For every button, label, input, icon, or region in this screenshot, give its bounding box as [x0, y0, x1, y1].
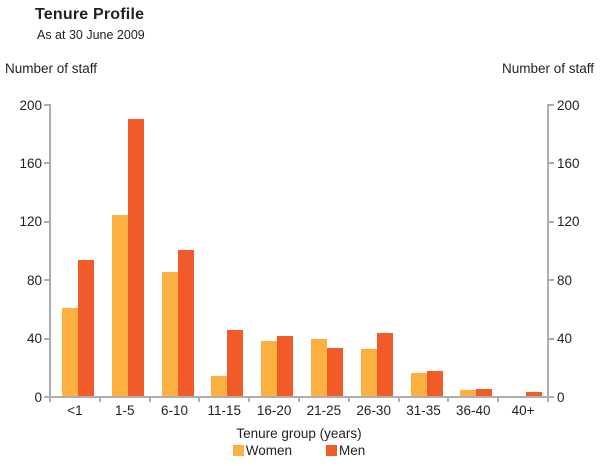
x-category-label: 36-40: [456, 403, 491, 418]
x-category-label: 6-10: [160, 403, 188, 418]
bar-women-1-5: [111, 214, 128, 396]
y-tick-label-right: 120: [557, 214, 580, 230]
y-tick-right: [549, 337, 554, 340]
bar-women-6-10: [161, 271, 178, 396]
y-tick-label-left: 200: [19, 97, 42, 113]
y-axis-line-left: [49, 104, 51, 398]
bar-men-11-15: [227, 330, 244, 396]
x-tick: [497, 398, 500, 402]
x-axis-line: [44, 396, 554, 398]
bar-women-11-15: [211, 375, 228, 396]
bar-women-36-40: [460, 390, 477, 396]
legend-swatch-men: [326, 445, 337, 456]
y-tick-left: [44, 104, 49, 106]
bar-men-<1: [78, 260, 94, 396]
x-tick: [248, 398, 251, 402]
y-tick-right: [549, 220, 554, 223]
x-tick: [298, 398, 300, 402]
legend-item-women: Women: [232, 443, 292, 458]
x-tick: [547, 398, 549, 402]
x-axis-title: Tenure group (years): [236, 426, 362, 441]
legend: Women Men: [50, 443, 548, 458]
y-axis-line-right: [547, 104, 549, 398]
bar-women-26-30: [360, 349, 377, 396]
x-tick: [198, 398, 201, 402]
y-tick-label-right: 40: [557, 331, 573, 347]
bar-men-16-20: [277, 336, 294, 396]
x-category-label: 26-30: [356, 403, 391, 418]
legend-label: Men: [339, 443, 366, 458]
x-tick: [148, 398, 151, 402]
legend-swatch-women: [232, 445, 244, 456]
y-tick-left: [44, 337, 49, 340]
y-tick-left: [44, 396, 49, 398]
y-tick-right: [549, 104, 554, 106]
y-tick-label-left: 80: [26, 272, 42, 288]
y-tick-label-right: 0: [557, 389, 565, 405]
x-tick: [397, 398, 400, 402]
x-category-label: 11-15: [207, 403, 242, 418]
chart-title: Tenure Profile: [35, 6, 145, 23]
y-axis-label-left: Number of staff: [5, 61, 98, 76]
bar-men-26-30: [376, 333, 393, 396]
y-tick-right: [549, 279, 554, 282]
y-tick-left: [44, 162, 49, 165]
bar-men-31-35: [426, 371, 443, 396]
bar-women-<1: [62, 308, 78, 396]
y-tick-label-right: 80: [557, 272, 573, 288]
bar-men-1-5: [127, 118, 144, 396]
bar-women-31-35: [410, 372, 427, 396]
bar-women-16-20: [261, 340, 278, 396]
bar-men-21-25: [327, 347, 343, 396]
y-tick-label-right: 160: [557, 155, 580, 171]
bar-men-6-10: [177, 250, 194, 396]
y-tick-label-left: 40: [26, 331, 42, 347]
y-tick-left: [44, 279, 49, 282]
x-category-label: 16-20: [256, 403, 292, 418]
x-tick: [347, 398, 350, 402]
y-tick-right: [549, 162, 554, 165]
x-category-label: 31-35: [406, 403, 441, 418]
bar-men-36-40: [476, 388, 493, 396]
x-tick: [49, 398, 51, 402]
legend-item-men: Men: [326, 443, 365, 458]
x-tick: [98, 398, 101, 402]
legend-label: Women: [245, 443, 292, 458]
y-tick-right: [549, 396, 554, 398]
x-category-label: 1-5: [114, 403, 135, 418]
y-tick-label-right: 200: [557, 97, 580, 113]
x-tick: [447, 398, 450, 402]
y-tick-left: [44, 220, 49, 223]
y-tick-label-left: 160: [19, 155, 42, 171]
chart-subtitle: As at 30 June 2009: [37, 28, 145, 42]
y-tick-label-left: 0: [34, 389, 42, 405]
y-tick-label-left: 120: [19, 214, 42, 230]
bar-men-40+: [526, 391, 543, 396]
y-axis-label-right: Number of staff: [501, 61, 594, 76]
bar-women-21-25: [311, 339, 327, 396]
x-category-label: <1: [67, 403, 83, 418]
x-category-label: 21-25: [306, 403, 342, 418]
x-category-label: 40+: [511, 403, 535, 418]
